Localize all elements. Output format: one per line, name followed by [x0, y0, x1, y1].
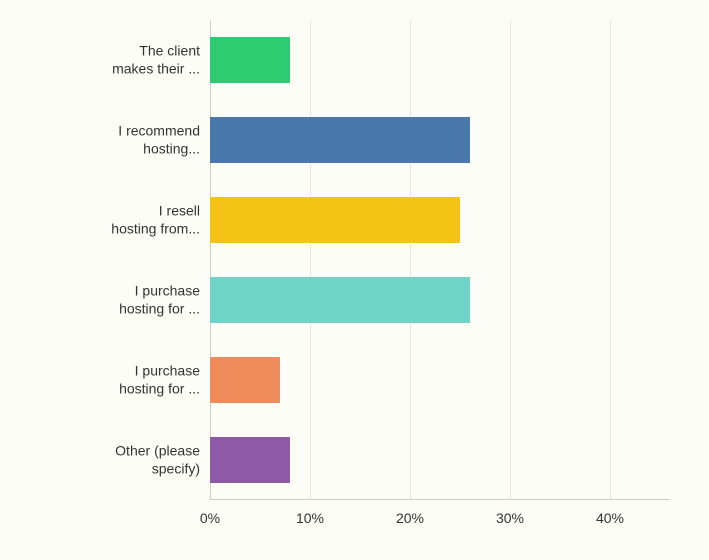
- bar-row: [210, 117, 670, 163]
- y-axis-label-line: hosting from...: [70, 220, 200, 238]
- y-axis-label: I recommendhosting...: [70, 123, 200, 158]
- y-axis-label: Other (pleasespecify): [70, 443, 200, 478]
- y-axis-label-line: The client: [70, 43, 200, 61]
- bar: [210, 437, 290, 483]
- y-axis-label: I resellhosting from...: [70, 203, 200, 238]
- bar-row: [210, 357, 670, 403]
- hosting-survey-chart: The clientmakes their ...I recommendhost…: [0, 0, 709, 560]
- y-axis-label: I purchasehosting for ...: [70, 363, 200, 398]
- bar: [210, 357, 280, 403]
- y-axis-label-line: I recommend: [70, 123, 200, 141]
- axis-baseline: [210, 20, 211, 500]
- bar-row: [210, 37, 670, 83]
- bar: [210, 117, 470, 163]
- x-axis-tick-label: 30%: [496, 510, 524, 526]
- gridline: [510, 20, 511, 500]
- bar-row: [210, 197, 670, 243]
- gridline: [610, 20, 611, 500]
- bar-row: [210, 277, 670, 323]
- bar: [210, 277, 470, 323]
- x-axis-tick-label: 20%: [396, 510, 424, 526]
- y-axis-label-line: I purchase: [70, 363, 200, 381]
- y-axis-label: The clientmakes their ...: [70, 43, 200, 78]
- y-axis-label-line: I resell: [70, 203, 200, 221]
- y-axis-label-line: hosting for ...: [70, 300, 200, 318]
- y-axis-label-line: I purchase: [70, 283, 200, 301]
- plot-area: [210, 20, 670, 500]
- y-axis-label-line: makes their ...: [70, 60, 200, 78]
- y-axis-label-line: Other (please: [70, 443, 200, 461]
- x-axis-tick-label: 40%: [596, 510, 624, 526]
- x-axis-tick-label: 0%: [200, 510, 220, 526]
- bar: [210, 37, 290, 83]
- x-axis-tick-label: 10%: [296, 510, 324, 526]
- y-axis-label-line: hosting for ...: [70, 380, 200, 398]
- bar-row: [210, 437, 670, 483]
- y-axis-label: I purchasehosting for ...: [70, 283, 200, 318]
- gridline: [310, 20, 311, 500]
- gridline: [410, 20, 411, 500]
- x-axis-line: [210, 499, 670, 500]
- y-axis-label-line: hosting...: [70, 140, 200, 158]
- y-axis-label-line: specify): [70, 460, 200, 478]
- bar: [210, 197, 460, 243]
